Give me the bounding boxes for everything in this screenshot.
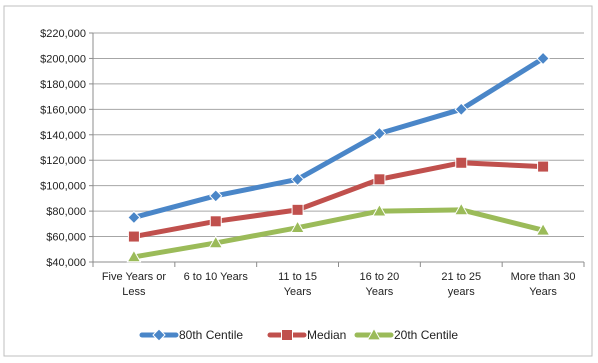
y-tick-label-9: $40,000	[46, 257, 86, 269]
x-tick-label-5: More than 30 Years	[511, 271, 576, 298]
data-point-1-2	[291, 203, 304, 216]
x-tick-label-1: 6 to 10 Years	[184, 271, 249, 283]
legend-label-1: Median	[307, 328, 346, 342]
data-point-2-0	[126, 249, 142, 263]
y-tick-label-4: $140,000	[40, 130, 86, 142]
data-point-2-4	[453, 202, 469, 216]
legend-label-0: 80th Centile	[179, 328, 243, 342]
data-point-0-3	[372, 126, 387, 141]
x-tick-label-3: 16 to 20 Years	[360, 271, 400, 298]
legend: 80th Centile Median 20th Centile	[139, 327, 458, 342]
y-tick-label-3: $160,000	[40, 104, 86, 116]
data-point-2-2	[290, 220, 305, 234]
data-point-1-0	[127, 230, 140, 243]
y-axis-ticks: $220,000 $200,000 $180,000 $160,000 $140,000…	[40, 28, 86, 269]
x-axis-ticks: Five Years or Less 6 to 10 Years 11 to 15 Ye…	[102, 271, 576, 298]
legend-marker-1	[281, 329, 293, 341]
series-line-2	[131, 207, 546, 260]
x-tick-label-line: Less	[122, 286, 146, 298]
y-tick-label-5: $120,000	[40, 155, 86, 167]
data-point-0-1	[209, 189, 223, 203]
x-tick-label-2: 11 to 15 Years	[278, 271, 317, 298]
data-point-0-4	[454, 102, 468, 117]
series-line-1	[131, 160, 546, 240]
x-tick-label-line: Years	[366, 286, 394, 298]
y-tick-label-2: $180,000	[40, 79, 86, 91]
data-point-0-2	[290, 172, 305, 187]
x-tick-label-line: More than 30	[511, 271, 576, 283]
data-point-1-5	[537, 160, 550, 173]
data-point-1-3	[373, 173, 386, 186]
data-point-2-3	[372, 203, 387, 217]
y-tick-label-1: $200,000	[40, 53, 86, 65]
data-point-0-0	[127, 210, 141, 225]
legend-marker-0	[152, 328, 166, 342]
y-tick-label-0: $220,000	[40, 28, 86, 40]
legend-label-2: 20th Centile	[394, 328, 458, 342]
x-tick-label-line: Five Years or	[102, 271, 167, 283]
y-tick-label-8: $60,000	[46, 232, 86, 244]
series-lines	[126, 51, 551, 263]
x-tick-label-4: 21 to 25 years	[441, 271, 481, 298]
data-point-1-4	[455, 156, 468, 169]
data-point-1-1	[209, 215, 222, 228]
data-point-2-1	[208, 235, 224, 249]
x-tick-label-0: Five Years or Less	[102, 271, 167, 298]
x-tick-label-line: 21 to 25	[441, 271, 481, 283]
x-tick-label-line: Years	[529, 286, 557, 298]
x-tick-label-line: Years	[284, 286, 312, 298]
x-tick-label-line: 6 to 10 Years	[184, 271, 249, 283]
data-point-2-5	[535, 222, 551, 236]
y-tick-label-6: $100,000	[40, 181, 86, 193]
axes	[89, 32, 585, 267]
data-point-0-5	[536, 51, 550, 66]
series-line-0	[131, 55, 546, 220]
x-tick-label-line: years	[448, 286, 475, 298]
y-tick-label-7: $80,000	[46, 206, 86, 218]
x-tick-label-line: 11 to 15	[278, 271, 317, 283]
legend-marker-2	[366, 327, 382, 341]
x-tick-label-line: 16 to 20	[360, 271, 400, 283]
